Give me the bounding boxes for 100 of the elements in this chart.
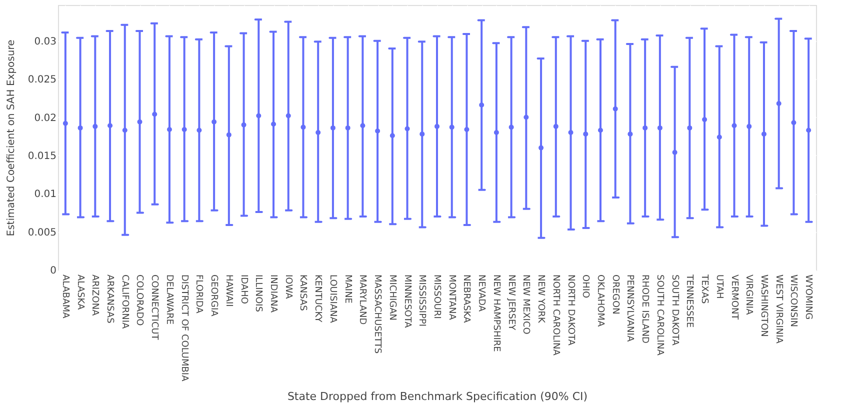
point: [672, 150, 678, 155]
x-tick-label: MISSISSIPPI: [416, 274, 427, 327]
y-axis-title: Estimated Coefficient on SAH Exposure: [6, 40, 17, 236]
x-tick-label: CALIFORNIA: [119, 274, 130, 330]
y-tick-label: 0.02: [34, 112, 56, 124]
point: [657, 125, 662, 130]
point: [642, 125, 648, 130]
x-tick-label: UTAH: [714, 274, 724, 299]
x-tick-label: NEBRASKA: [461, 274, 472, 324]
x-tick-label: INDIANA: [268, 274, 278, 314]
x-tick-label: OREGON: [610, 274, 620, 314]
x-tick-label: KANSAS: [298, 274, 308, 312]
x-tick-label: MARYLAND: [357, 274, 368, 325]
x-tick-label: WEST VIRGINIA: [773, 274, 784, 344]
x-tick-label: ARIZONA: [90, 274, 100, 317]
x-tick-label: DISTRICT OF COLUMBIA: [178, 274, 189, 382]
y-tick-label: 0.015: [28, 150, 56, 162]
point: [152, 112, 158, 117]
point: [360, 123, 366, 128]
point: [716, 134, 722, 140]
point: [256, 113, 262, 118]
x-tick-label: PENNSYLVANIA: [624, 274, 635, 342]
point: [300, 124, 306, 130]
x-tick-label: NEW MEXICO: [520, 274, 531, 334]
x-tick-label: TEXAS: [699, 274, 710, 304]
x-tick-label: DELAWARE: [164, 274, 174, 325]
point: [108, 123, 113, 128]
point: [628, 132, 633, 137]
y-tick-label: 0.005: [28, 227, 56, 238]
point: [553, 124, 558, 129]
point: [494, 130, 499, 136]
point: [732, 123, 737, 128]
x-tick-label: IOWA: [282, 274, 293, 300]
x-tick-label: SOUTH DAKOTA: [669, 274, 680, 346]
point: [271, 122, 276, 127]
x-tick-label: GEORGIA: [208, 274, 219, 318]
point: [122, 128, 128, 133]
point: [746, 124, 752, 129]
point: [702, 117, 708, 122]
x-tick-label: TENNESSEE: [684, 274, 694, 328]
point: [806, 128, 812, 133]
point: [182, 126, 187, 132]
x-tick-label: RHODE ISLAND: [640, 274, 650, 344]
point: [791, 120, 796, 126]
point: [776, 101, 782, 106]
point: [404, 126, 410, 132]
x-axis-title: State Dropped from Benchmark Specification (90% CI): [287, 390, 588, 404]
x-tick-label: LOUISIANA: [327, 274, 338, 324]
x-tick-label: NEW HAMPSHIRE: [490, 274, 501, 352]
x-tick-label: NEW JERSEY: [506, 274, 516, 331]
point: [241, 122, 246, 128]
point: [612, 106, 618, 112]
point: [345, 125, 350, 130]
x-tick-label: HAWAII: [223, 274, 234, 307]
point: [390, 133, 395, 138]
point: [508, 124, 514, 130]
x-tick-label: NORTH DAKOTA: [565, 274, 576, 346]
point: [538, 145, 544, 150]
point: [449, 124, 454, 130]
x-tick-label: NEVADA: [476, 274, 486, 312]
point: [316, 130, 321, 136]
point: [687, 125, 692, 130]
point: [420, 132, 425, 137]
point: [78, 125, 83, 130]
x-tick-label: MAINE: [342, 274, 352, 304]
x-tick-label: WASHINGTON: [758, 274, 768, 337]
x-tick-label: OKLAHOMA: [594, 274, 605, 328]
point: [375, 128, 380, 134]
x-tick-label: MINNESOTA: [402, 274, 412, 329]
point: [166, 126, 172, 132]
x-tick-label: ILLINOIS: [253, 274, 264, 312]
x-tick-label: NEW YORK: [536, 274, 546, 324]
x-tick-label: ALASKA: [74, 274, 85, 310]
point: [464, 126, 470, 132]
point: [434, 124, 440, 129]
x-tick-label: OHIO: [580, 274, 590, 298]
x-tick-label: ALABAMA: [60, 274, 70, 320]
x-tick-label: VERMONT: [728, 274, 739, 320]
y-tick-label: 0: [50, 266, 56, 276]
x-tick-label: CONNECTICUT: [149, 274, 160, 340]
x-tick-label: WISCONSIN: [788, 274, 798, 327]
point: [62, 120, 68, 126]
point: [92, 124, 98, 129]
point: [761, 132, 766, 137]
point: [598, 128, 603, 133]
x-tick-label: KENTUCKY: [312, 274, 323, 323]
x-tick-label: MICHIGAN: [386, 274, 397, 320]
x-tick-label: FLORIDA: [194, 274, 204, 314]
point: [524, 114, 529, 120]
x-tick-label: NORTH CAROLINA: [550, 274, 560, 356]
point: [286, 113, 291, 118]
x-tick-label: ARKANSAS: [104, 274, 115, 324]
y-tick-label: 0.025: [28, 74, 56, 86]
y-tick-label: 0.03: [34, 36, 56, 48]
point: [196, 128, 202, 133]
point: [212, 119, 217, 124]
point: [568, 130, 574, 136]
x-tick-label: IDAHO: [238, 274, 248, 304]
y-tick-label: 0.01: [34, 189, 56, 200]
point: [226, 132, 232, 138]
